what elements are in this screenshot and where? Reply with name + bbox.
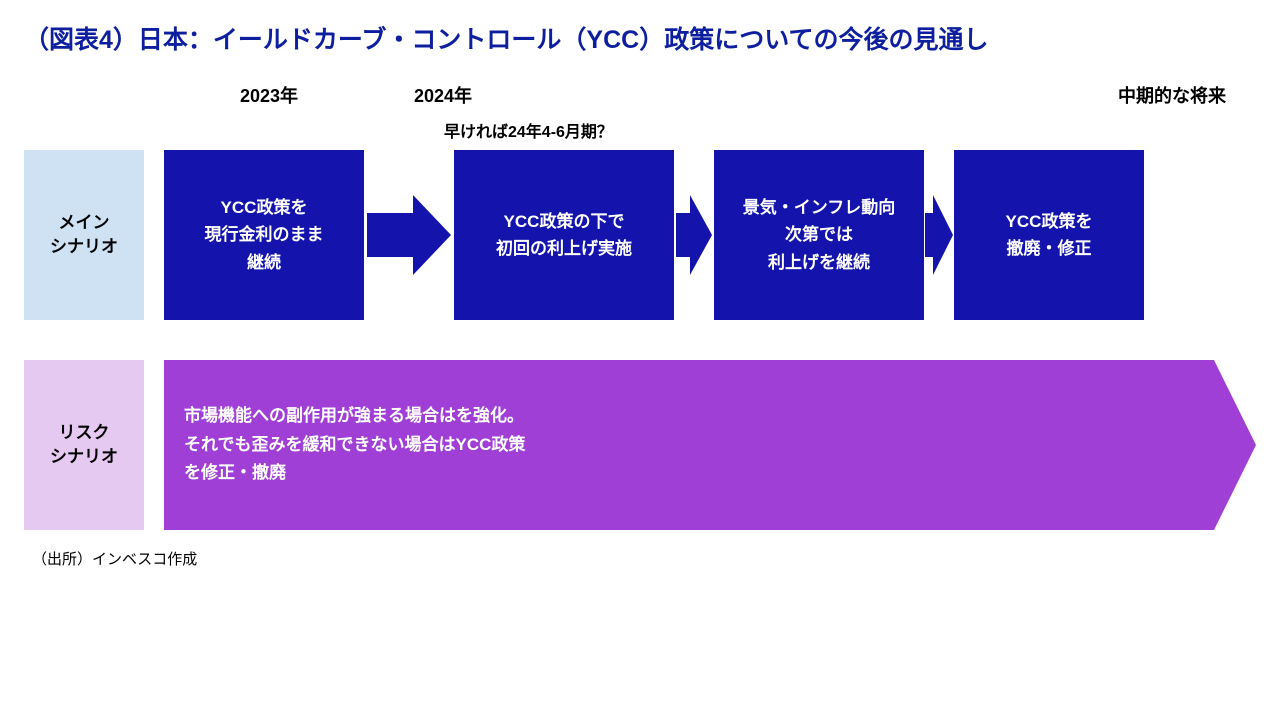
risk-arrow-head-icon — [1214, 360, 1256, 530]
timeline-2023: 2023年 — [164, 82, 374, 108]
risk-scenario-label: リスク シナリオ — [24, 360, 144, 530]
timeline-2024: 2024年 — [374, 82, 674, 108]
risk-arrow-body: 市場機能への副作用が強まる場合はを強化。 それでも歪みを緩和できない場合はYCC… — [164, 360, 1214, 530]
arrow-icon — [924, 195, 954, 275]
main-box-1: YCC政策を 現行金利のまま 継続 — [164, 150, 364, 320]
chart-title: （図表4）日本：イールドカーブ・コントロール（YCC）政策についての今後の見通し — [24, 20, 1256, 56]
risk-scenario-flow: 市場機能への副作用が強まる場合はを強化。 それでも歪みを緩和できない場合はYCC… — [164, 360, 1256, 530]
timeline-subnote: 早ければ24年4-6月期？ — [24, 118, 1256, 142]
timeline-header: 2023年 2024年 中期的な将来 — [24, 82, 1256, 108]
source-note: （出所）インベスコ作成 — [24, 548, 1256, 569]
arrow-icon — [674, 195, 714, 275]
main-scenario-label: メイン シナリオ — [24, 150, 144, 320]
timeline-midterm: 中期的な将来 — [1056, 82, 1256, 108]
arrow-icon — [364, 195, 454, 275]
main-box-2: YCC政策の下で 初回の利上げ実施 — [454, 150, 674, 320]
main-scenario-flow: YCC政策を 現行金利のまま 継続 YCC政策の下で 初回の利上げ実施 景気・イ… — [164, 150, 1256, 320]
main-box-4: YCC政策を 撤廃・修正 — [954, 150, 1144, 320]
risk-scenario-row: リスク シナリオ 市場機能への副作用が強まる場合はを強化。 それでも歪みを緩和で… — [24, 360, 1256, 530]
main-box-3: 景気・インフレ動向 次第では 利上げを継続 — [714, 150, 924, 320]
main-scenario-row: メイン シナリオ YCC政策を 現行金利のまま 継続 YCC政策の下で 初回の利… — [24, 150, 1256, 320]
